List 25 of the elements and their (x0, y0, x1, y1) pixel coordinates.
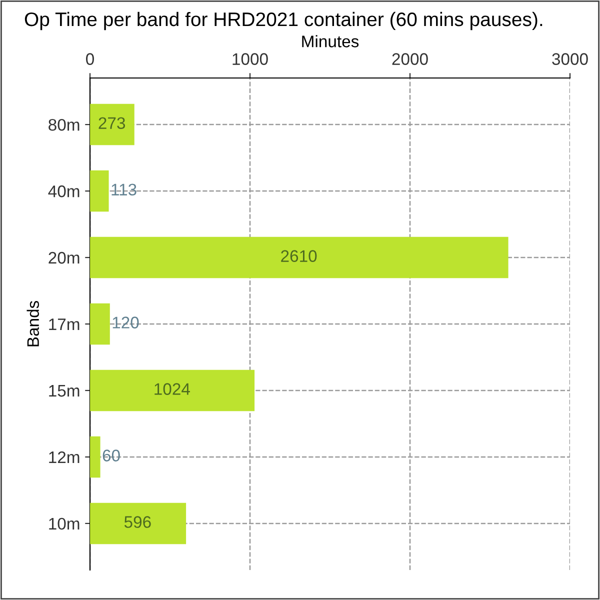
y-tick-label: 80m (48, 118, 80, 131)
x-tick-label: 2000 (392, 53, 428, 65)
y-tick-label: 15m (49, 385, 80, 397)
bar (90, 436, 100, 478)
chart-title: Op Time per band for HRD2021 container (60 mins pauses). (24, 12, 542, 30)
bar (90, 370, 255, 412)
data-label: 2610 (281, 250, 317, 262)
bar (90, 502, 186, 544)
bar (90, 236, 508, 278)
y-tick-label: 40m (48, 185, 80, 198)
x-tick-label: 0 (86, 53, 94, 65)
x-tick-label: 3000 (552, 53, 588, 65)
y-tick-label: 20m (48, 252, 80, 264)
x-axis-title: Minutes (302, 35, 359, 48)
y-tick-label: 10m (49, 518, 80, 530)
data-label: 596 (124, 516, 151, 528)
x-tick-label: 1000 (232, 53, 268, 65)
y-tick-label: 12m (49, 451, 80, 464)
data-label: 273 (98, 117, 126, 130)
data-label: 1024 (154, 383, 190, 395)
y-tick-label: 17m (49, 318, 80, 330)
y-axis-title: Bands (26, 300, 40, 346)
bar (90, 104, 134, 146)
bar (90, 303, 110, 345)
bar (90, 170, 109, 212)
